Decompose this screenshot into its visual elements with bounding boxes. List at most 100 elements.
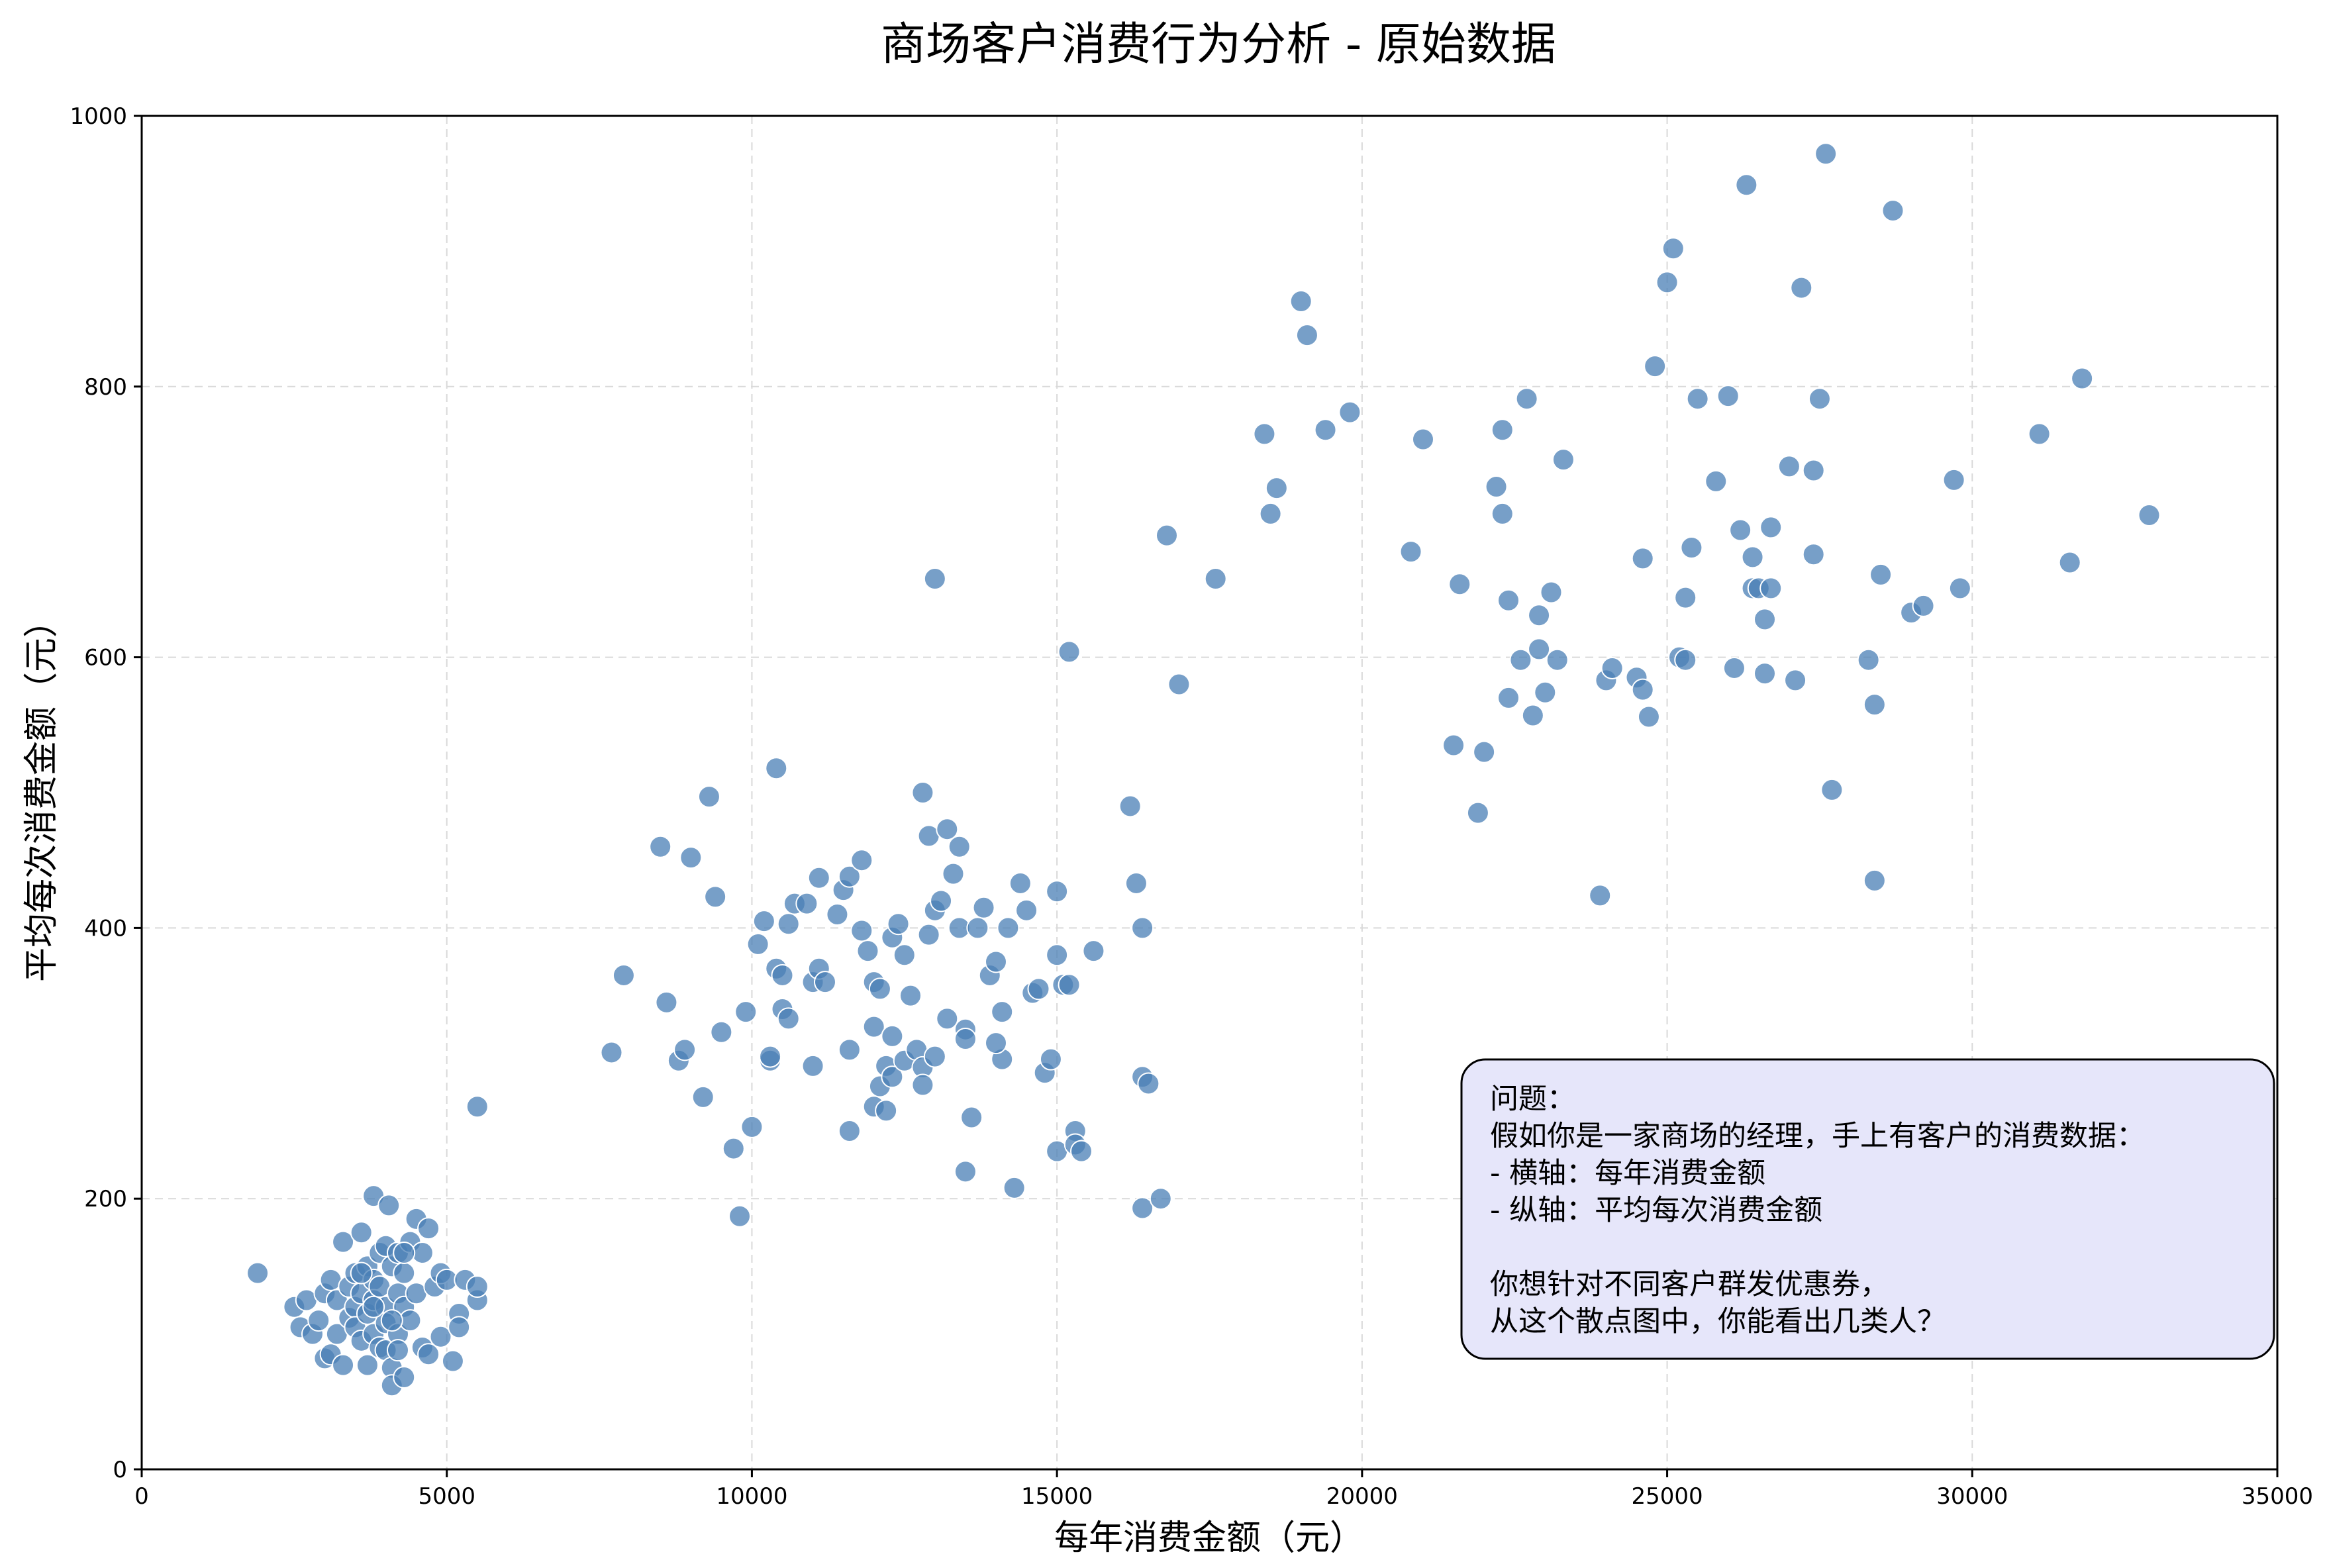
data-point — [1265, 477, 1288, 500]
x-tick-label: 30000 — [1936, 1483, 2008, 1510]
data-point — [1722, 656, 1746, 679]
annotation-line: 你想针对不同客户群发优惠券， — [1490, 1268, 1889, 1301]
data-point — [1820, 778, 1844, 801]
data-point — [826, 903, 849, 926]
data-point — [441, 1349, 464, 1373]
data-point — [1729, 518, 1752, 542]
data-point — [1039, 1048, 1062, 1071]
data-point — [1137, 1072, 1160, 1095]
data-point — [1735, 173, 1758, 197]
data-point — [856, 940, 879, 963]
data-point — [936, 818, 959, 841]
data-point — [1680, 536, 1703, 560]
data-point — [1167, 673, 1191, 696]
data-point — [1515, 387, 1538, 411]
data-point — [466, 1095, 489, 1118]
data-point — [350, 1261, 373, 1285]
data-point — [2058, 551, 2081, 574]
data-point — [1863, 693, 1886, 716]
data-point — [393, 1241, 416, 1264]
data-point — [814, 971, 836, 994]
data-point — [246, 1261, 270, 1285]
data-point — [1082, 940, 1105, 963]
data-point — [1399, 540, 1422, 564]
data-point — [1637, 705, 1660, 728]
data-point — [850, 919, 873, 942]
data-point — [2071, 367, 2094, 390]
data-point — [1046, 880, 1069, 903]
data-point — [1289, 290, 1312, 313]
data-point — [1521, 704, 1544, 727]
data-point — [1485, 475, 1508, 499]
data-point — [1491, 418, 1514, 442]
data-point — [1509, 648, 1532, 671]
data-point — [710, 1020, 733, 1044]
data-point — [697, 785, 720, 808]
data-point — [704, 885, 727, 908]
data-point — [1442, 734, 1465, 757]
data-point — [960, 1106, 983, 1129]
annotation-line: 问题： — [1490, 1083, 1575, 1116]
data-point — [466, 1275, 489, 1298]
data-point — [332, 1353, 355, 1377]
data-point — [948, 835, 971, 858]
data-point — [795, 892, 818, 915]
data-point — [985, 1032, 1007, 1055]
data-point — [393, 1261, 416, 1285]
data-point — [759, 1045, 782, 1068]
x-axis-label: 每年消费金额（元） — [1054, 1518, 1364, 1558]
data-point — [350, 1221, 373, 1244]
x-tick-label: 20000 — [1326, 1483, 1398, 1510]
data-point — [942, 862, 965, 885]
data-point — [356, 1353, 379, 1377]
data-point — [1009, 871, 1032, 895]
data-point — [1253, 422, 1276, 446]
data-point — [1790, 276, 1813, 299]
data-point — [1661, 237, 1685, 260]
data-point — [380, 1309, 403, 1332]
data-point — [1118, 795, 1142, 818]
data-point — [1814, 142, 1838, 166]
data-point — [985, 950, 1007, 973]
data-points — [246, 142, 2161, 1397]
data-point — [377, 1194, 401, 1217]
data-point — [1631, 678, 1654, 701]
data-point — [850, 849, 873, 872]
data-point — [777, 1007, 800, 1030]
x-tick-label: 5000 — [418, 1483, 475, 1510]
data-point — [691, 1085, 715, 1108]
data-point — [1802, 543, 1825, 566]
data-point — [777, 912, 800, 936]
question-annotation-box: 问题： 假如你是一家商场的经理，手上有客户的消费数据： - 横轴：每年消费金额 - 纵… — [1460, 1058, 2275, 1360]
data-point — [893, 944, 916, 967]
x-tick-label: 0 — [134, 1483, 149, 1510]
data-point — [1552, 448, 1575, 471]
x-axis-ticks: 0 5000 10000 15000 20000 25000 30000 35000 — [134, 1469, 2313, 1510]
data-point — [862, 1015, 885, 1038]
y-tick-label: 800 — [84, 374, 127, 401]
data-point — [1857, 648, 1880, 671]
data-point — [655, 991, 678, 1014]
data-point — [1259, 502, 1282, 525]
data-point — [1466, 801, 1489, 824]
data-point — [1003, 1176, 1026, 1199]
y-axis-ticks: 0 200 400 600 800 1000 — [70, 103, 142, 1483]
data-point — [429, 1325, 452, 1348]
data-point — [1644, 355, 1667, 378]
data-point — [881, 1024, 904, 1048]
data-point — [1046, 944, 1069, 967]
data-point — [722, 1137, 745, 1160]
data-point — [1942, 468, 1965, 491]
x-tick-label: 25000 — [1631, 1483, 1703, 1510]
data-point — [1497, 686, 1520, 709]
data-point — [362, 1295, 385, 1318]
data-point — [1131, 916, 1154, 940]
data-point — [936, 1007, 959, 1030]
data-point — [1754, 608, 1776, 631]
annotation-line — [1490, 1231, 1499, 1264]
data-point — [1124, 871, 1148, 895]
data-point — [1948, 577, 1971, 600]
data-point — [728, 1204, 751, 1228]
y-tick-label: 600 — [84, 645, 127, 671]
data-point — [917, 923, 940, 946]
